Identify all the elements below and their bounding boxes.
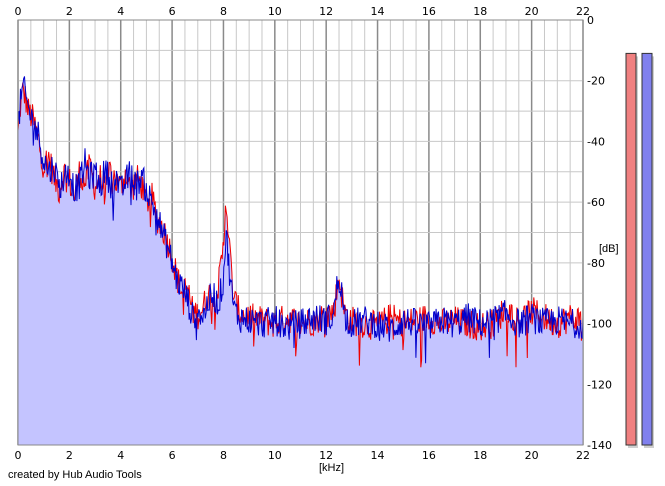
series-lines (17, 76, 584, 368)
x-tick-label-bottom: 14 (371, 449, 385, 462)
x-tick-label-bottom: 18 (473, 449, 487, 462)
x-tick-label-top: 6 (169, 5, 176, 18)
level-meter-blue (641, 52, 653, 446)
axes: 002244668810101212141416161818202022220-… (15, 5, 612, 462)
level-meters (625, 52, 654, 449)
y-tick-label: 0 (587, 14, 594, 27)
x-tick-label-top: 2 (66, 5, 73, 18)
y-tick-label: -100 (587, 318, 612, 331)
y-tick-label: -20 (587, 75, 605, 88)
x-tick-label-bottom: 22 (576, 449, 590, 462)
x-tick-label-top: 20 (525, 5, 539, 18)
x-tick-label-top: 10 (268, 5, 282, 18)
series-blue-line (17, 76, 584, 364)
x-tick-label-top: 8 (220, 5, 227, 18)
x-axis-label: [kHz] (319, 462, 344, 474)
x-tick-label-bottom: 10 (268, 449, 282, 462)
y-tick-label: -40 (587, 135, 605, 148)
x-tick-label-bottom: 16 (422, 449, 436, 462)
y-tick-label: -80 (587, 257, 605, 270)
x-tick-label-top: 0 (15, 5, 22, 18)
x-tick-label-bottom: 6 (169, 449, 176, 462)
x-tick-label-top: 4 (117, 5, 124, 18)
y-tick-label: -60 (587, 196, 605, 209)
x-tick-label-bottom: 0 (15, 449, 22, 462)
x-tick-label-bottom: 20 (525, 449, 539, 462)
x-tick-label-top: 12 (319, 5, 333, 18)
level-meter-red (625, 52, 637, 446)
footer-credit: created by Hub Audio Tools (8, 469, 142, 481)
spectrum-area (18, 76, 583, 446)
plot-frame (17, 19, 584, 446)
x-tick-label-top: 18 (473, 5, 487, 18)
y-tick-label: -120 (587, 378, 612, 391)
x-tick-label-bottom: 2 (66, 449, 73, 462)
y-tick-label: -140 (587, 439, 612, 452)
spectrum-fill (18, 76, 583, 446)
x-tick-label-bottom: 4 (117, 449, 124, 462)
x-tick-label-top: 14 (371, 5, 385, 18)
y-axis-label: [dB] (599, 243, 619, 255)
x-tick-label-bottom: 8 (220, 449, 227, 462)
x-tick-label-bottom: 12 (319, 449, 333, 462)
x-tick-label-top: 16 (422, 5, 436, 18)
x-tick-label-top: 22 (576, 5, 590, 18)
